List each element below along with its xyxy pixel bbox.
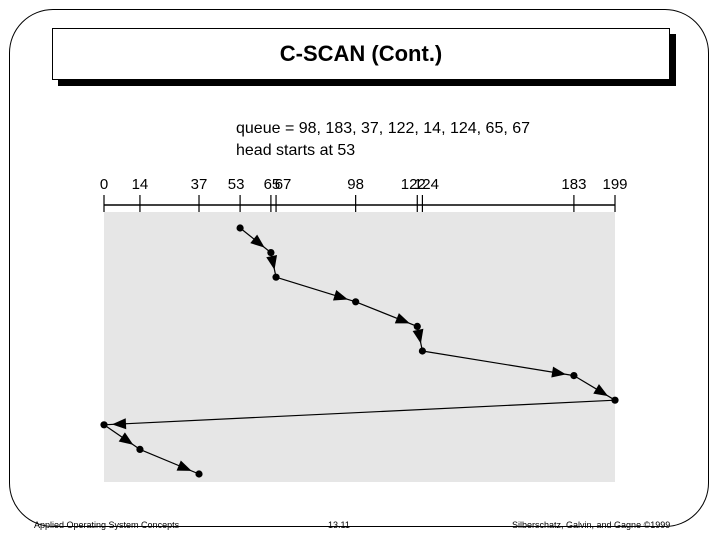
head-path-points — [100, 224, 619, 478]
scale-tick-label: 124 — [414, 176, 439, 193]
head-path-arrowhead — [394, 313, 410, 324]
head-path-arrowhead — [412, 328, 424, 344]
head-path-point — [100, 421, 108, 429]
head-path-arrowhead — [250, 234, 265, 248]
head-path-arrowhead — [118, 432, 134, 445]
scale-tick-label: 199 — [602, 176, 627, 193]
scale-tick-label: 37 — [191, 176, 208, 193]
head-path-point — [352, 298, 360, 306]
head-path-point — [272, 273, 280, 281]
head-path-point — [611, 396, 619, 404]
head-path-segment — [573, 375, 616, 401]
title-box: C-SCAN (Cont.) — [52, 28, 670, 80]
head-path-point — [413, 322, 421, 330]
slide-title: C-SCAN (Cont.) — [279, 41, 443, 66]
scale-tick-label: 98 — [347, 176, 364, 193]
scale-tick-label: 0 — [100, 176, 108, 193]
head-path-arrowhead — [266, 254, 278, 270]
head-path-arrowhead — [593, 384, 609, 397]
head-path-segment — [103, 399, 616, 426]
slide-frame — [9, 9, 709, 527]
head-path-segment — [422, 350, 575, 377]
scale-tick-label: 67 — [275, 176, 292, 193]
scale-tick-label: 122 — [401, 176, 426, 193]
scale-tick-label: 53 — [228, 176, 245, 193]
scale-tick-label: 183 — [561, 176, 586, 193]
head-path — [103, 227, 616, 475]
head-path-point — [136, 445, 144, 453]
head-path-point — [236, 224, 244, 232]
head-path-point — [570, 372, 578, 380]
diagram-panel — [104, 212, 615, 482]
head-path-arrowhead — [176, 460, 192, 471]
footer-left: Applied Operating System Concepts — [34, 520, 180, 530]
scale-tick-label: 14 — [132, 176, 149, 193]
footer-page-number: 13.11 — [328, 520, 350, 530]
head-path-point — [195, 470, 203, 478]
scale-ticks — [103, 195, 616, 212]
head-start-label: head starts at 53 — [236, 142, 355, 159]
head-path-point — [267, 249, 275, 257]
head-path-arrowhead — [333, 290, 349, 301]
scale-tick-label: 65 — [264, 176, 281, 193]
footer-right: Silberschatz, Galvin, and Gagne ©1999 — [512, 520, 671, 530]
head-path-point — [418, 347, 427, 355]
queue-label: queue = 98, 183, 37, 122, 14, 124, 65, 6… — [236, 120, 530, 137]
head-path-arrowhead — [551, 366, 567, 378]
head-path-arrowhead — [111, 418, 127, 430]
